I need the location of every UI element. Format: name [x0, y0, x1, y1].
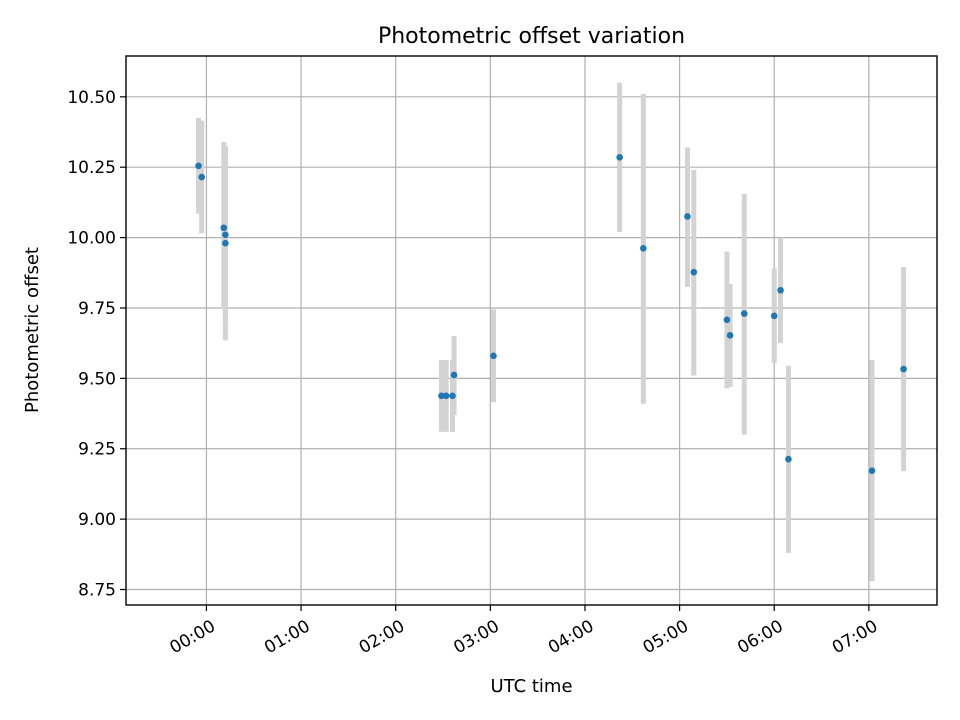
data-point: [690, 268, 698, 276]
data-point: [222, 239, 229, 247]
plot-frame: [125, 55, 938, 606]
data-point: [220, 224, 228, 232]
data-point: [450, 371, 458, 379]
data-point: [785, 455, 792, 463]
data-point: [616, 154, 623, 161]
data-points: [195, 154, 907, 475]
data-point: [740, 310, 748, 317]
data-point: [449, 392, 456, 400]
data-point: [684, 213, 691, 220]
data-point: [222, 231, 229, 239]
data-point: [195, 162, 202, 170]
data-point: [900, 365, 907, 373]
data-point: [770, 312, 778, 320]
grid: [126, 56, 937, 605]
data-point: [640, 244, 647, 252]
chart-title: Photometric offset variation: [378, 24, 685, 49]
data-point: [490, 352, 497, 360]
data-point: [442, 392, 450, 400]
x-axis-label: UTC time: [490, 676, 572, 697]
y-axis-label: Photometric offset: [22, 247, 43, 413]
y-tick-label: 9.25: [78, 440, 116, 460]
data-point: [723, 316, 731, 324]
y-tick-label: 8.75: [78, 581, 116, 601]
data-point: [777, 286, 784, 294]
y-tick-label: 10.00: [67, 229, 116, 249]
data-point: [438, 392, 445, 400]
data-point: [868, 467, 876, 475]
y-tick-label: 9.75: [78, 299, 116, 319]
y-tick-label: 9.00: [78, 510, 116, 530]
y-tick-label: 10.25: [67, 158, 116, 178]
data-point: [726, 331, 734, 339]
data-point: [198, 173, 206, 181]
y-tick-label: 10.50: [67, 88, 116, 108]
y-tick-label: 9.50: [78, 369, 116, 389]
